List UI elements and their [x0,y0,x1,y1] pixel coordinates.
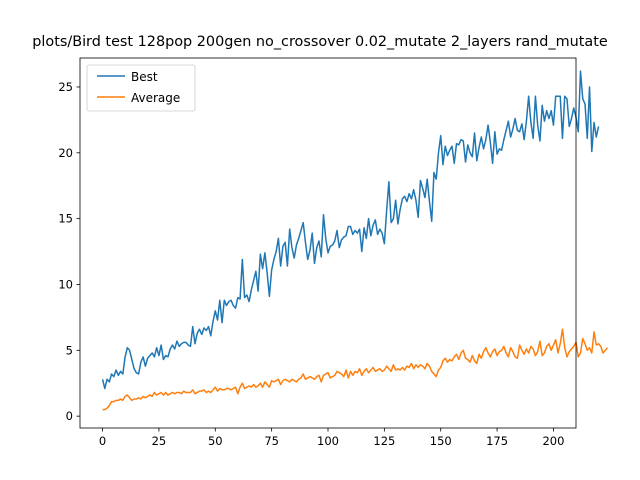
x-tick-label: 50 [208,434,223,448]
series-line-best [101,70,600,390]
y-tick-label: 15 [58,212,73,226]
plot-lines [101,70,609,411]
x-tick-label: 125 [373,434,395,448]
y-tick-label: 25 [58,80,73,94]
y-axis: 0 5 10 15 20 25 [58,80,80,423]
x-axis: 0 25 50 75 100 125 150 175 200 [99,428,564,448]
x-tick-label: 175 [486,434,508,448]
title-area: plots/Bird test 128pop 200gen no_crossov… [0,0,640,60]
x-tick-label: 150 [430,434,452,448]
series-line-average [102,328,609,411]
legend-label-best: Best [131,70,158,84]
legend: Best Average [86,64,196,112]
x-tick-label: 25 [152,434,167,448]
y-tick-label: 20 [58,146,73,160]
y-tick-label: 10 [58,277,73,291]
y-tick-label: 5 [66,343,73,357]
legend-label-average: Average [131,91,180,105]
x-tick-label: 75 [264,434,279,448]
x-tick-label: 0 [99,434,106,448]
x-tick-label: 200 [542,434,564,448]
y-tick-label: 0 [66,409,73,423]
chart-title: plots/Bird test 128pop 200gen no_crossov… [32,34,608,50]
x-tick-label: 100 [317,434,339,448]
